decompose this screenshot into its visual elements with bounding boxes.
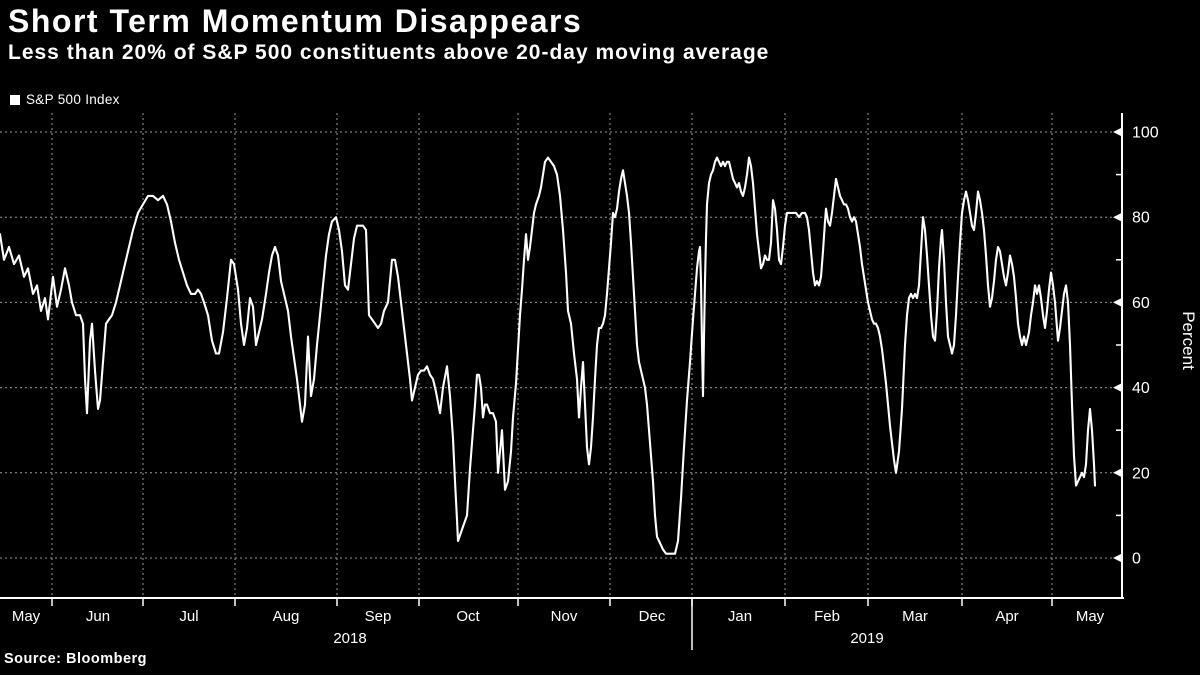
month-label: May (12, 608, 41, 625)
y-tick-label: 40 (1132, 380, 1150, 397)
y-tick-label: 100 (1132, 125, 1159, 142)
y-tick-label: 20 (1132, 465, 1150, 482)
y-axis-major-tick (1113, 212, 1122, 222)
month-label: Apr (995, 608, 1018, 625)
y-tick-label: 80 (1132, 210, 1150, 227)
y-axis-major-tick (1113, 383, 1122, 393)
month-label: Dec (639, 608, 666, 625)
month-label: Jan (728, 608, 752, 625)
month-label: Aug (273, 608, 300, 625)
y-tick-label: 0 (1132, 551, 1141, 568)
sp500-series-line (0, 156, 1097, 555)
y-axis-major-tick (1113, 468, 1122, 478)
month-label: Oct (456, 608, 480, 625)
chart-header: Short Term Momentum Disappears Less than… (8, 2, 769, 66)
month-label: Jul (179, 608, 198, 625)
y-tick-label: 60 (1132, 295, 1150, 312)
y-axis-major-tick (1113, 297, 1122, 307)
month-label: Feb (814, 608, 840, 625)
month-label: Nov (551, 608, 578, 625)
month-label: Jun (86, 608, 110, 625)
y-axis-title: Percent (1179, 311, 1198, 370)
month-label: May (1076, 608, 1105, 625)
year-label: 2018 (333, 630, 366, 647)
month-label: Sep (365, 608, 392, 625)
month-label: Mar (902, 608, 928, 625)
y-axis-major-tick (1113, 127, 1122, 137)
legend-series-label: S&P 500 Index (26, 92, 120, 107)
chart-title: Short Term Momentum Disappears (8, 3, 583, 39)
year-label: 2019 (850, 630, 883, 647)
legend: S&P 500 Index (10, 92, 120, 107)
chart-subtitle: Less than 20% of S&P 500 constituents ab… (8, 41, 770, 64)
legend-swatch-icon (10, 94, 20, 105)
source-credit: Source: Bloomberg (4, 651, 148, 667)
y-axis-major-tick (1113, 553, 1122, 563)
